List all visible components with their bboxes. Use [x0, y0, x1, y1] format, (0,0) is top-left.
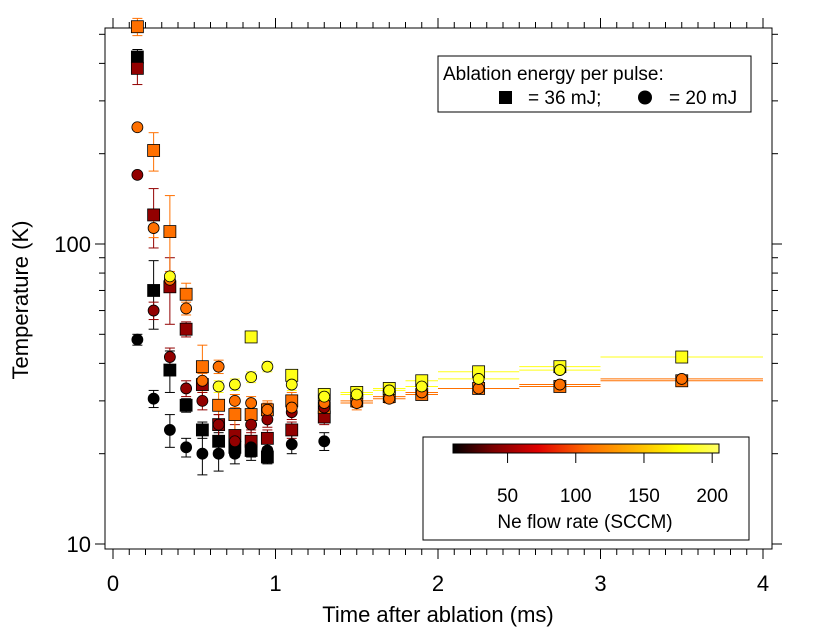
circle-marker: [245, 397, 258, 409]
y-axis-label: Temperature (K): [8, 221, 33, 380]
x-axis-label: Time after ablation (ms): [322, 602, 553, 627]
square-marker: [228, 408, 242, 421]
circle-marker: [163, 351, 176, 363]
circle-marker: [212, 360, 225, 373]
circle-marker: [131, 333, 144, 346]
circle-marker: [285, 401, 298, 414]
circle-marker: [196, 374, 209, 387]
colorbar-ticks: 50 100 150 200: [497, 453, 728, 507]
colorbar-tick-label: 100: [560, 486, 592, 507]
circle-marker: [675, 373, 688, 385]
circle-marker: [261, 360, 274, 373]
y-tick-labels: 10 100: [54, 232, 91, 557]
colorbar-box: [422, 436, 750, 541]
circle-marker: [261, 444, 274, 457]
square-marker: [260, 431, 274, 445]
circle-marker: [147, 392, 160, 405]
circle-marker: [553, 378, 566, 391]
circle-marker: [415, 380, 428, 393]
x-tick-label: 4: [757, 571, 769, 596]
axis-ticks: [95, 18, 782, 559]
circle-marker: [245, 371, 258, 384]
circle-marker: [228, 447, 241, 460]
square-marker: [130, 20, 144, 34]
circle-marker: [196, 447, 209, 460]
square-marker: [179, 287, 193, 301]
square-marker: [244, 330, 258, 344]
square-marker: [179, 322, 193, 336]
square-marker: [285, 423, 299, 437]
circle-marker: [285, 378, 298, 391]
circle-marker: [285, 438, 298, 451]
colorbar-gradient: [452, 443, 720, 454]
square-marker: [163, 225, 177, 238]
x-tick-labels: 0 1 2 3 4: [107, 571, 769, 596]
x-tick-label: 2: [432, 571, 444, 596]
circle-marker: [245, 418, 258, 431]
legend-circle-marker: [638, 90, 652, 105]
colorbar-tick-label: 50: [497, 486, 518, 507]
legend-title: Ablation energy per pulse:: [443, 64, 664, 85]
circle-marker: [212, 380, 225, 393]
circle-marker: [212, 447, 225, 460]
circle-marker: [228, 394, 241, 407]
circle-marker: [261, 403, 274, 416]
circle-marker: [472, 373, 485, 385]
legend-square-marker: [499, 91, 512, 104]
y-tick-label: 100: [54, 232, 91, 257]
data-markers: [130, 20, 689, 464]
x-tick-label: 0: [107, 571, 119, 596]
circle-marker: [147, 222, 160, 234]
circle-marker: [131, 168, 144, 181]
square-marker: [212, 434, 226, 448]
circle-marker: [350, 388, 363, 401]
circle-marker: [147, 304, 160, 317]
circle-marker: [318, 435, 331, 448]
x-tick-label: 3: [594, 571, 606, 596]
colorbar: 50 100 150 200 Ne flow rate (SCCM): [422, 436, 750, 541]
square-marker: [163, 363, 177, 377]
square-marker: [130, 61, 144, 75]
square-marker: [130, 50, 144, 64]
square-marker: [179, 398, 193, 412]
square-marker: [147, 284, 161, 297]
colorbar-tick-label: 200: [696, 486, 728, 507]
circle-marker: [553, 364, 566, 376]
square-marker: [195, 360, 209, 374]
square-marker: [147, 208, 161, 222]
circle-marker: [318, 390, 331, 403]
legend: Ablation energy per pulse: = 36 mJ; = 20…: [437, 55, 752, 113]
circle-marker: [180, 302, 193, 315]
circle-marker: [228, 378, 241, 391]
circle-marker: [131, 121, 144, 134]
circle-marker: [245, 441, 258, 454]
colorbar-label: Ne flow rate (SCCM): [497, 512, 672, 533]
legend-square-label: = 36 mJ;: [528, 88, 601, 109]
circle-marker: [196, 394, 209, 407]
circle-marker: [228, 435, 241, 448]
legend-circle-label: = 20 mJ: [669, 88, 737, 109]
square-marker: [212, 398, 226, 412]
circle-marker: [163, 424, 176, 436]
circle-marker: [163, 270, 176, 283]
circle-marker: [180, 382, 193, 395]
square-marker: [147, 144, 161, 157]
square-marker: [195, 423, 209, 437]
circle-marker: [180, 441, 193, 454]
colorbar-tick-label: 150: [628, 486, 660, 507]
circle-marker: [212, 418, 225, 431]
square-marker: [675, 350, 689, 364]
circle-marker: [383, 384, 396, 397]
y-tick-label: 10: [67, 532, 91, 557]
legend-box: [437, 55, 752, 113]
x-tick-label: 1: [269, 571, 281, 596]
